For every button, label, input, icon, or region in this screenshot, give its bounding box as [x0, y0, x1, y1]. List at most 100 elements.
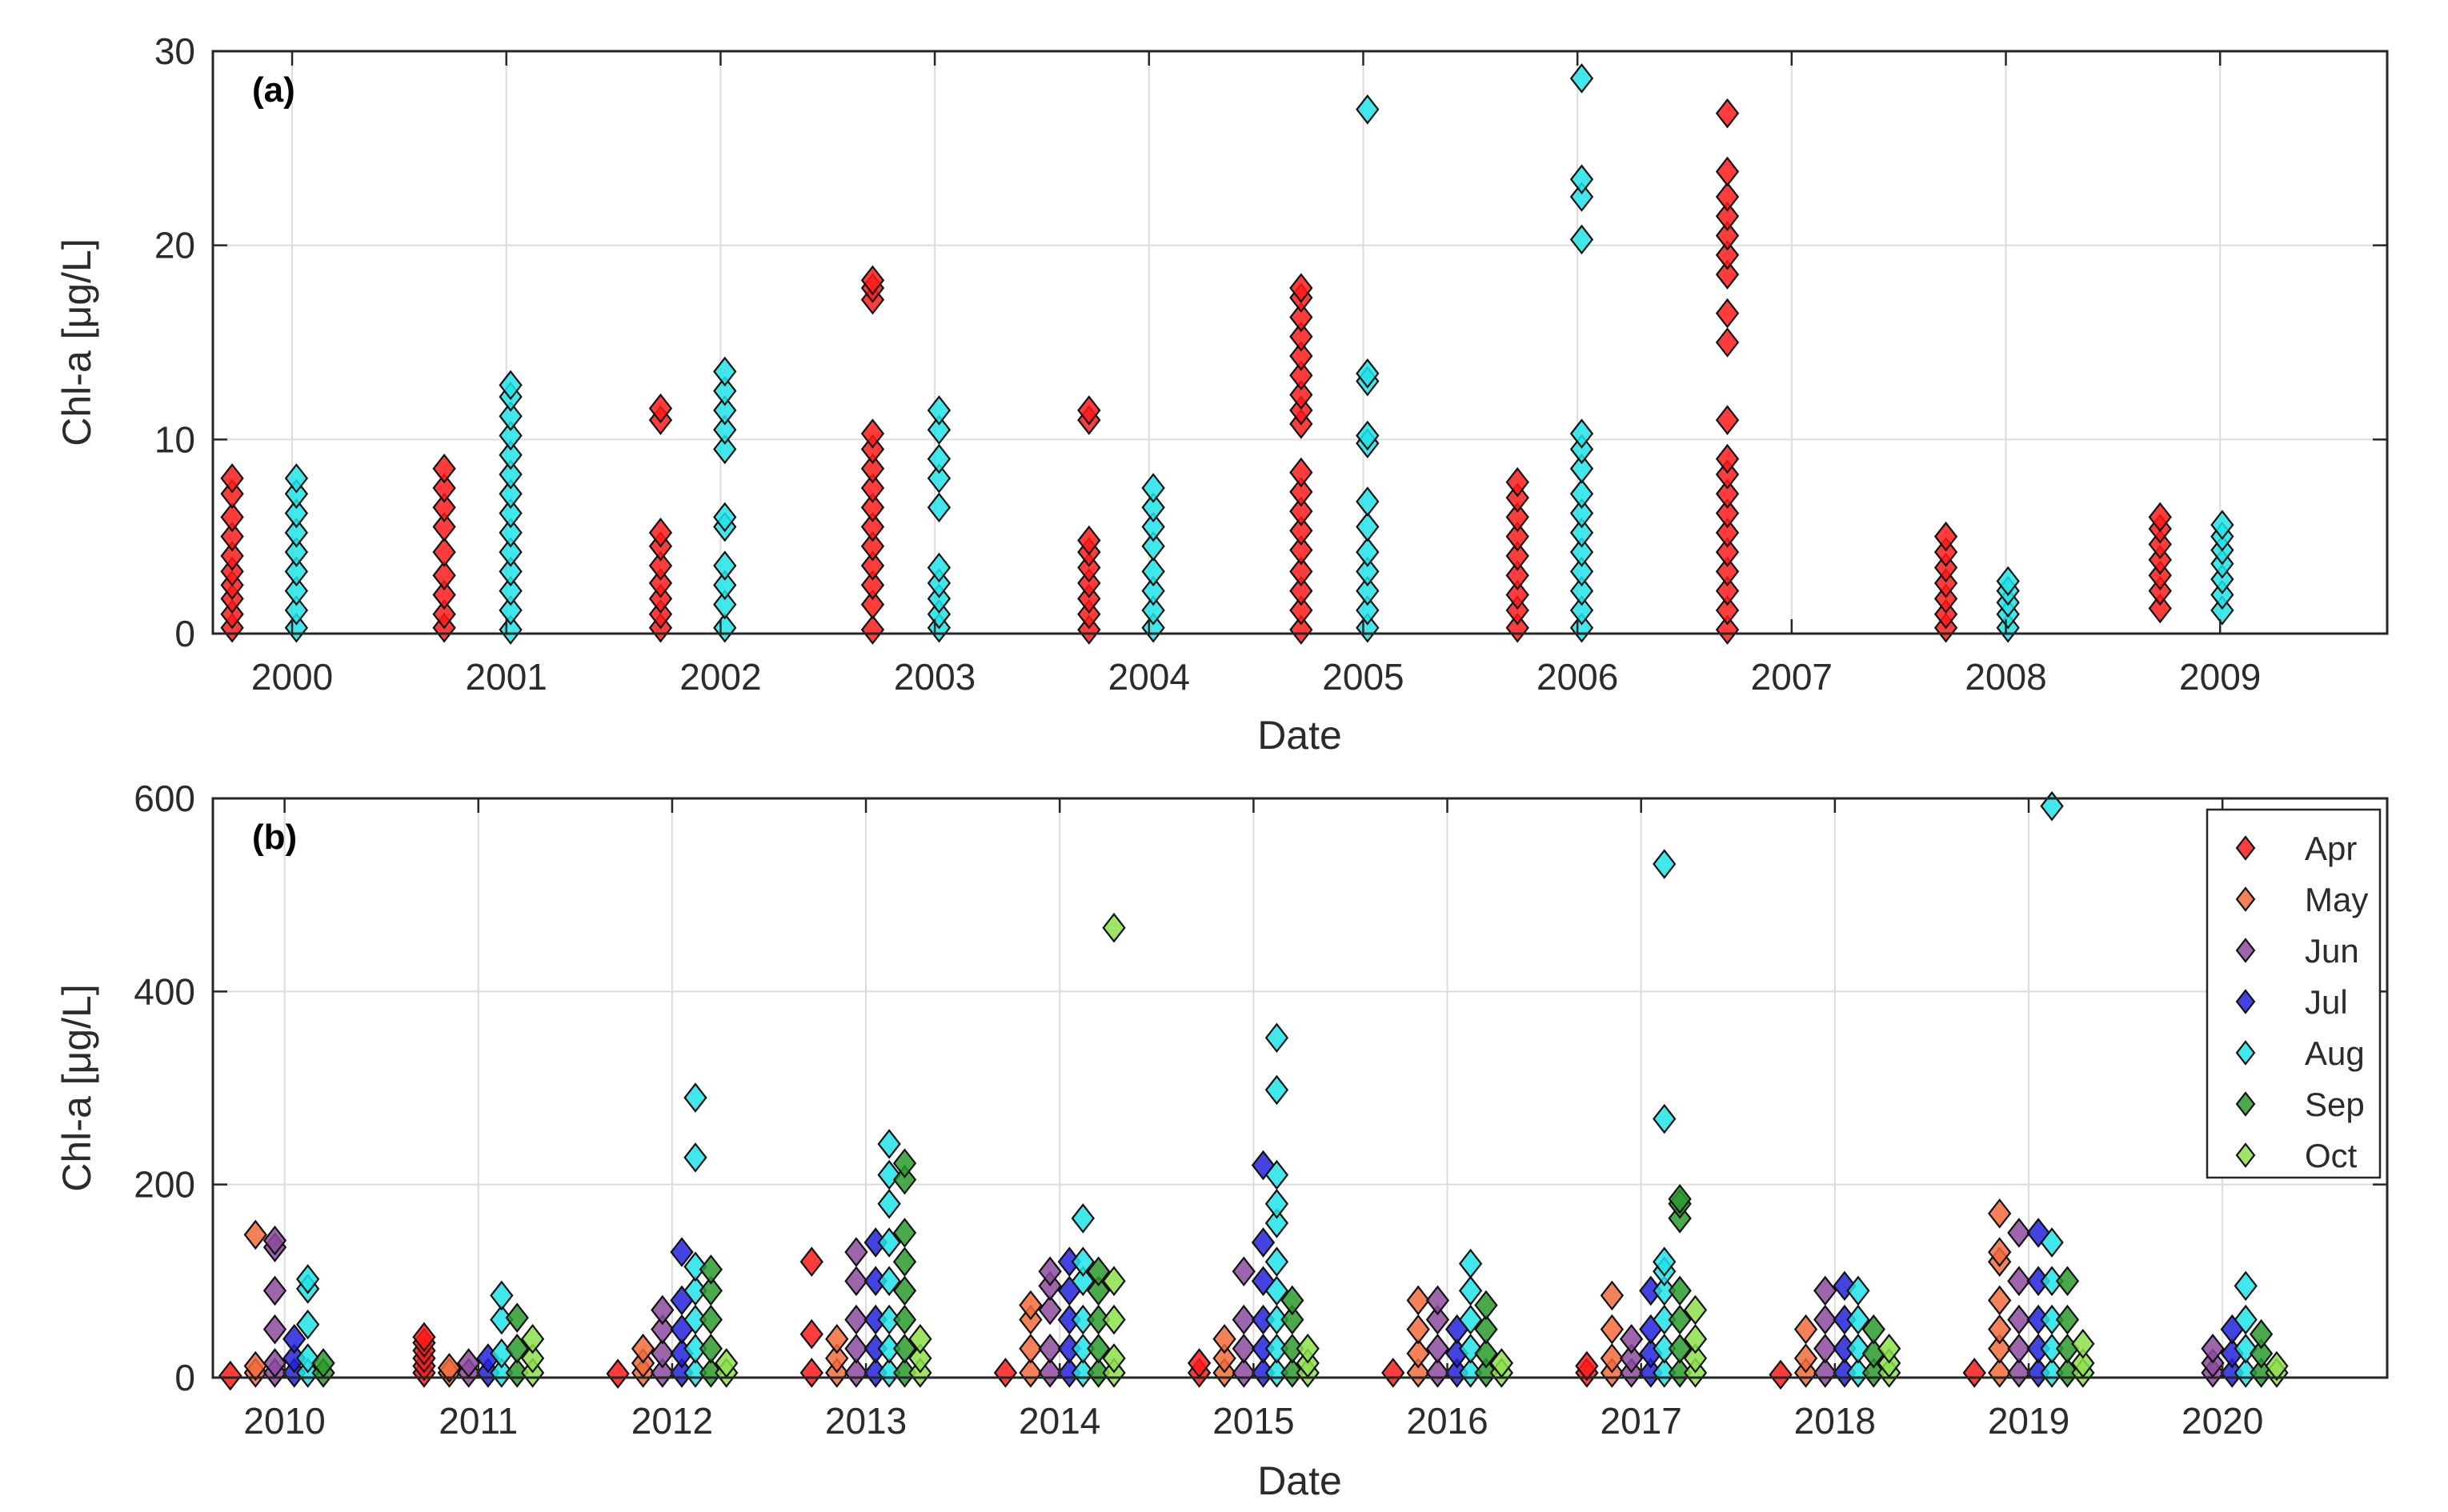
data-point-apr: [1289, 273, 1313, 303]
data-point-aug: [490, 1358, 514, 1388]
data-point-oct: [1683, 1323, 1708, 1354]
data-point-apr: [1715, 201, 1740, 232]
data-point-aug: [1458, 1304, 1483, 1335]
data-point-aug: [1996, 566, 2020, 597]
data-point-apr: [220, 521, 244, 552]
data-point-aug: [1356, 537, 1380, 567]
data-point-aug: [1569, 453, 1594, 484]
data-point-aug: [1264, 1074, 1289, 1106]
data-point-apr: [1715, 298, 1740, 329]
data-point-apr: [432, 537, 456, 567]
legend-label-apr: Apr: [2305, 830, 2357, 867]
y-tick-label: 0: [174, 1357, 195, 1398]
data-point-apr: [220, 502, 244, 533]
data-point-apr: [1505, 521, 1529, 552]
data-point-aug: [2210, 595, 2234, 626]
data-point-aug: [877, 1334, 901, 1364]
data-point-aug: [284, 478, 309, 510]
data-point-apr: [1715, 556, 1740, 587]
data-point-apr: [1505, 579, 1529, 610]
legend-marker-may: [2235, 886, 2256, 912]
data-point-apr: [1289, 595, 1313, 626]
data-point-may: [1019, 1290, 1043, 1321]
data-point-aug: [499, 595, 523, 626]
data-point-aug: [2234, 1358, 2258, 1388]
data-point-aug: [1071, 1246, 1095, 1277]
data-point-aug: [877, 1159, 901, 1190]
data-point-aug: [1071, 1203, 1095, 1234]
data-point-apr: [1575, 1350, 1599, 1382]
data-point-jul: [1833, 1270, 1857, 1302]
x-tick-label: 2009: [2179, 656, 2261, 698]
data-point-sep: [699, 1358, 723, 1388]
data-point-sep: [1280, 1285, 1304, 1316]
data-point-aug: [284, 595, 309, 626]
panel-a-y-axis-label: Chl-a [μg/L]: [54, 238, 99, 446]
data-point-aug: [927, 583, 952, 614]
data-point-apr: [1289, 614, 1313, 645]
data-point-aug: [927, 414, 952, 445]
data-point-aug: [877, 1358, 901, 1388]
data-point-apr: [1715, 595, 1740, 626]
data-point-aug: [296, 1264, 320, 1294]
data-point-apr: [799, 1358, 823, 1388]
data-point-jun: [1232, 1304, 1256, 1335]
data-point-apr: [1715, 98, 1740, 129]
data-point-aug: [713, 550, 737, 581]
data-point-aug: [1569, 63, 1594, 94]
data-point-sep: [2055, 1266, 2080, 1297]
data-point-jun: [1425, 1358, 1450, 1388]
data-point-sep: [1280, 1304, 1304, 1335]
data-point-jun: [2007, 1358, 2031, 1388]
data-point-apr: [1715, 459, 1740, 490]
data-point-apr: [412, 1322, 436, 1353]
data-point-aug: [1846, 1358, 1870, 1388]
data-point-apr: [220, 556, 244, 587]
data-point-apr: [2148, 560, 2172, 590]
data-point-apr: [218, 1360, 242, 1391]
data-point-jun: [1038, 1358, 1062, 1388]
data-point-aug: [2040, 1227, 2064, 1258]
data-point-jun: [2201, 1334, 2225, 1364]
data-point-aug: [1569, 498, 1594, 529]
data-point-sep: [1087, 1304, 1111, 1335]
data-point-aug: [1846, 1275, 1870, 1306]
data-point-aug: [499, 498, 523, 529]
data-point-sep: [505, 1302, 529, 1333]
panel-b: 2010 2011 2012 2013 2014 2015 2016 2017 2018 2019…: [54, 778, 2389, 1503]
data-point-aug: [499, 556, 523, 587]
data-point-oct: [908, 1323, 932, 1354]
data-point-jun: [1813, 1334, 1837, 1364]
data-point-aug: [1569, 595, 1594, 626]
data-point-apr: [860, 531, 885, 562]
data-point-aug: [284, 556, 309, 587]
data-point-sep: [1474, 1338, 1498, 1369]
data-point-apr: [860, 473, 885, 503]
legend-label-may: May: [2305, 881, 2368, 918]
data-point-jun: [844, 1266, 868, 1297]
data-point-jun: [262, 1225, 287, 1256]
data-point-sep: [2249, 1318, 2274, 1350]
legend-entries: Apr May Jun Jul Aug Sep Oct: [2235, 830, 2368, 1174]
data-point-aug: [1569, 224, 1594, 255]
data-point-apr: [220, 541, 244, 571]
data-point-aug: [1141, 575, 1165, 606]
legend: Apr May Jun Jul Aug Sep Oct: [2206, 808, 2382, 1179]
data-point-aug: [499, 614, 523, 645]
data-point-may: [1212, 1343, 1236, 1374]
data-point-aug: [2234, 1304, 2258, 1335]
panel-a: 2000 2001 2002 2003 2004 2005 2006 2007 2008 2009…: [54, 30, 2389, 758]
data-point-aug: [284, 575, 309, 606]
series-may: [243, 1198, 2012, 1388]
data-point-apr: [648, 568, 673, 598]
data-point-may: [1406, 1338, 1430, 1369]
y-tick-label: 600: [134, 778, 195, 819]
x-tick-label: 2001: [466, 656, 547, 698]
panel-b-marks: [218, 790, 2289, 1391]
data-point-aug: [683, 1304, 707, 1335]
data-point-sep: [699, 1254, 723, 1285]
data-point-sep: [1087, 1334, 1111, 1364]
data-point-aug: [1356, 486, 1380, 517]
data-point-sep: [1668, 1304, 1692, 1335]
data-point-aug: [1569, 478, 1594, 510]
